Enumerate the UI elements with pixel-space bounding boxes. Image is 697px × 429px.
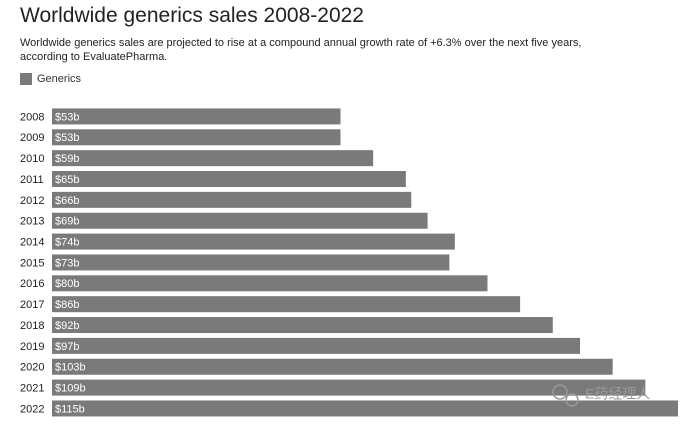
value-label: $66b bbox=[55, 195, 79, 207]
y-tick-label: 2012 bbox=[20, 195, 44, 207]
value-label: $59b bbox=[55, 153, 79, 165]
y-tick-label: 2014 bbox=[20, 236, 44, 248]
legend-swatch bbox=[20, 73, 32, 85]
value-label: $65b bbox=[55, 174, 79, 186]
watermark: E药经理人 bbox=[585, 386, 650, 402]
y-tick-label: 2018 bbox=[20, 320, 44, 332]
y-tick-label: 2017 bbox=[20, 299, 44, 311]
value-label: $74b bbox=[55, 236, 79, 248]
legend-label: Generics bbox=[37, 73, 82, 85]
bar bbox=[52, 212, 428, 229]
y-tick-label: 2011 bbox=[20, 174, 44, 186]
value-label: $73b bbox=[55, 257, 79, 269]
value-label: $80b bbox=[55, 278, 79, 290]
value-label: $53b bbox=[55, 111, 79, 123]
bar bbox=[52, 171, 406, 188]
bar bbox=[52, 400, 678, 417]
y-tick-label: 2016 bbox=[20, 278, 44, 290]
value-label: $115b bbox=[55, 403, 85, 415]
bar bbox=[52, 191, 412, 208]
bar bbox=[52, 150, 374, 167]
y-tick-label: 2021 bbox=[20, 383, 44, 395]
bar bbox=[52, 254, 450, 271]
bar bbox=[52, 358, 613, 375]
y-tick-label: 2015 bbox=[20, 257, 44, 269]
y-tick-label: 2020 bbox=[20, 362, 44, 374]
bar bbox=[52, 379, 646, 396]
bar bbox=[52, 233, 455, 250]
bar bbox=[52, 317, 553, 334]
chart-title: Worldwide generics sales 2008-2022 bbox=[20, 4, 364, 27]
y-tick-label: 2009 bbox=[20, 132, 44, 144]
value-label: $97b bbox=[55, 341, 79, 353]
legend: Generics bbox=[20, 73, 81, 85]
bar bbox=[52, 108, 341, 125]
value-label: $69b bbox=[55, 216, 79, 228]
y-tick-label: 2022 bbox=[20, 403, 44, 415]
value-label: $92b bbox=[55, 320, 79, 332]
value-label: $109b bbox=[55, 383, 86, 395]
value-label: $103b bbox=[55, 362, 86, 374]
bar bbox=[52, 337, 581, 354]
value-label: $86b bbox=[55, 299, 79, 311]
chart-subtitle: Worldwide generics sales are projected t… bbox=[20, 37, 582, 63]
bar bbox=[52, 296, 521, 313]
value-label: $53b bbox=[55, 132, 79, 144]
y-tick-label: 2010 bbox=[20, 153, 44, 165]
bar bbox=[52, 129, 341, 146]
y-tick-label: 2019 bbox=[20, 341, 44, 353]
y-tick-label: 2013 bbox=[20, 216, 44, 228]
y-tick-label: 2008 bbox=[20, 111, 44, 123]
watermark-icon bbox=[552, 384, 579, 407]
bar bbox=[52, 275, 488, 292]
